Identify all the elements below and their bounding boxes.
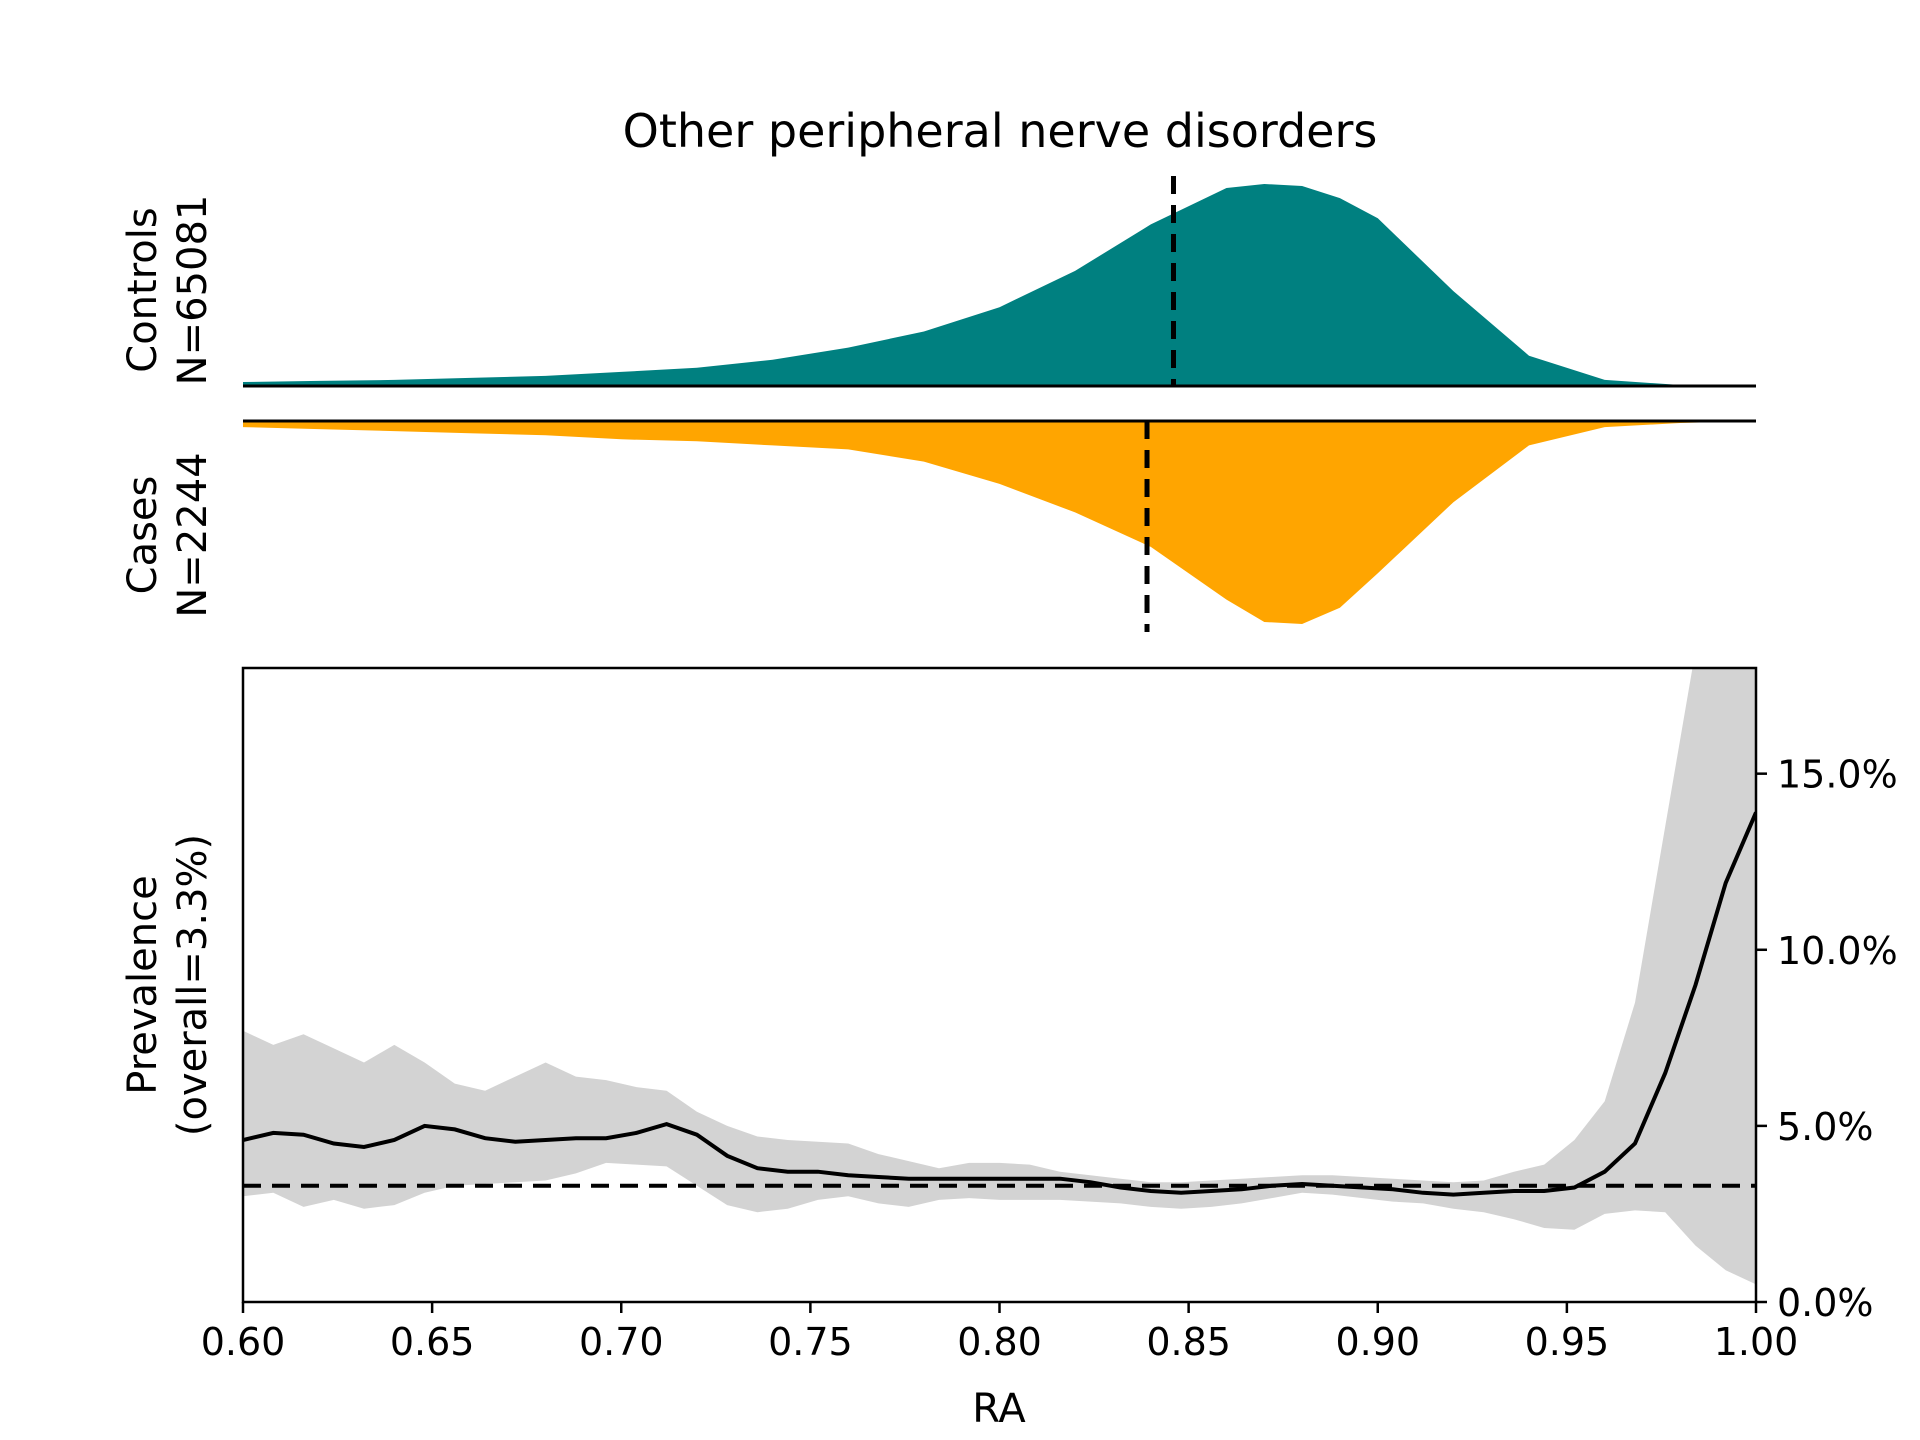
- x-tick-label: 0.60: [201, 1320, 286, 1364]
- x-tick-label: 1.00: [1714, 1320, 1799, 1364]
- controls-label: Controls: [120, 207, 166, 372]
- x-tick-label: 0.85: [1146, 1320, 1231, 1364]
- prevalence-panel: 0.60 0.65 0.70 0.75 0.80 0.85 0.90 0.95 1.00 0.0…: [120, 666, 1898, 1432]
- prevalence-confidence-band: [243, 668, 1756, 1285]
- x-axis-label: RA: [972, 1386, 1026, 1432]
- y-tick-label: 5.0%: [1777, 1105, 1874, 1149]
- y-axis-ticks: 0.0% 5.0% 10.0% 15.0%: [1756, 753, 1898, 1325]
- cases-panel: Cases N=2244: [120, 419, 1756, 632]
- x-tick-label: 0.95: [1525, 1320, 1610, 1364]
- x-tick-label: 0.75: [768, 1320, 853, 1364]
- y-axis-label-overall: (overall=3.3%): [170, 834, 216, 1136]
- y-axis-label: Prevalence: [120, 875, 166, 1094]
- y-tick-label: 15.0%: [1777, 753, 1898, 797]
- x-tick-label: 0.70: [579, 1320, 664, 1364]
- chart-title: Other peripheral nerve disorders: [623, 104, 1378, 158]
- x-tick-label: 0.90: [1335, 1320, 1420, 1364]
- y-tick-label: 0.0%: [1777, 1281, 1874, 1325]
- x-tick-label: 0.80: [957, 1320, 1042, 1364]
- y-tick-label: 10.0%: [1777, 929, 1898, 973]
- x-axis-ticks: 0.60 0.65 0.70 0.75 0.80 0.85 0.90 0.95 1.00: [201, 1302, 1799, 1364]
- controls-density-area: [243, 184, 1756, 386]
- controls-count: N=65081: [170, 195, 216, 386]
- cases-count: N=2244: [170, 452, 216, 617]
- x-tick-label: 0.65: [390, 1320, 475, 1364]
- cases-label: Cases: [120, 476, 166, 595]
- cases-density-area: [243, 421, 1756, 624]
- controls-panel: Controls N=65081: [120, 176, 1756, 388]
- prevalence-line: [243, 811, 1756, 1197]
